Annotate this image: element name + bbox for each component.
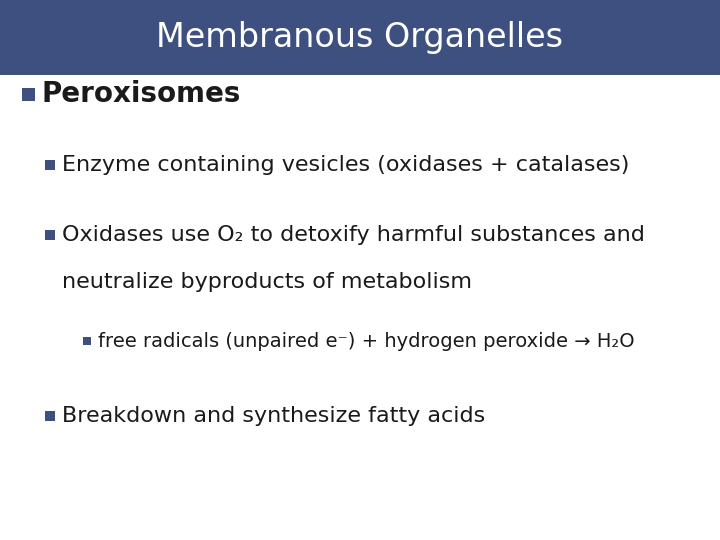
Text: Oxidases use O₂ to detoxify harmful substances and: Oxidases use O₂ to detoxify harmful subs… bbox=[62, 225, 645, 245]
Text: neutralize byproducts of metabolism: neutralize byproducts of metabolism bbox=[62, 272, 472, 292]
Text: free radicals (unpaired e⁻) + hydrogen peroxide → H₂O: free radicals (unpaired e⁻) + hydrogen p… bbox=[98, 332, 634, 351]
Bar bbox=[45, 230, 55, 240]
Text: Membranous Organelles: Membranous Organelles bbox=[156, 21, 564, 54]
Text: Enzyme containing vesicles (oxidases + catalases): Enzyme containing vesicles (oxidases + c… bbox=[62, 154, 629, 175]
Bar bbox=[83, 338, 91, 345]
Bar bbox=[45, 160, 55, 170]
Text: Peroxisomes: Peroxisomes bbox=[42, 80, 241, 109]
Text: Breakdown and synthesize fatty acids: Breakdown and synthesize fatty acids bbox=[62, 406, 485, 426]
Bar bbox=[22, 88, 35, 101]
FancyBboxPatch shape bbox=[0, 0, 720, 75]
Bar bbox=[45, 411, 55, 421]
